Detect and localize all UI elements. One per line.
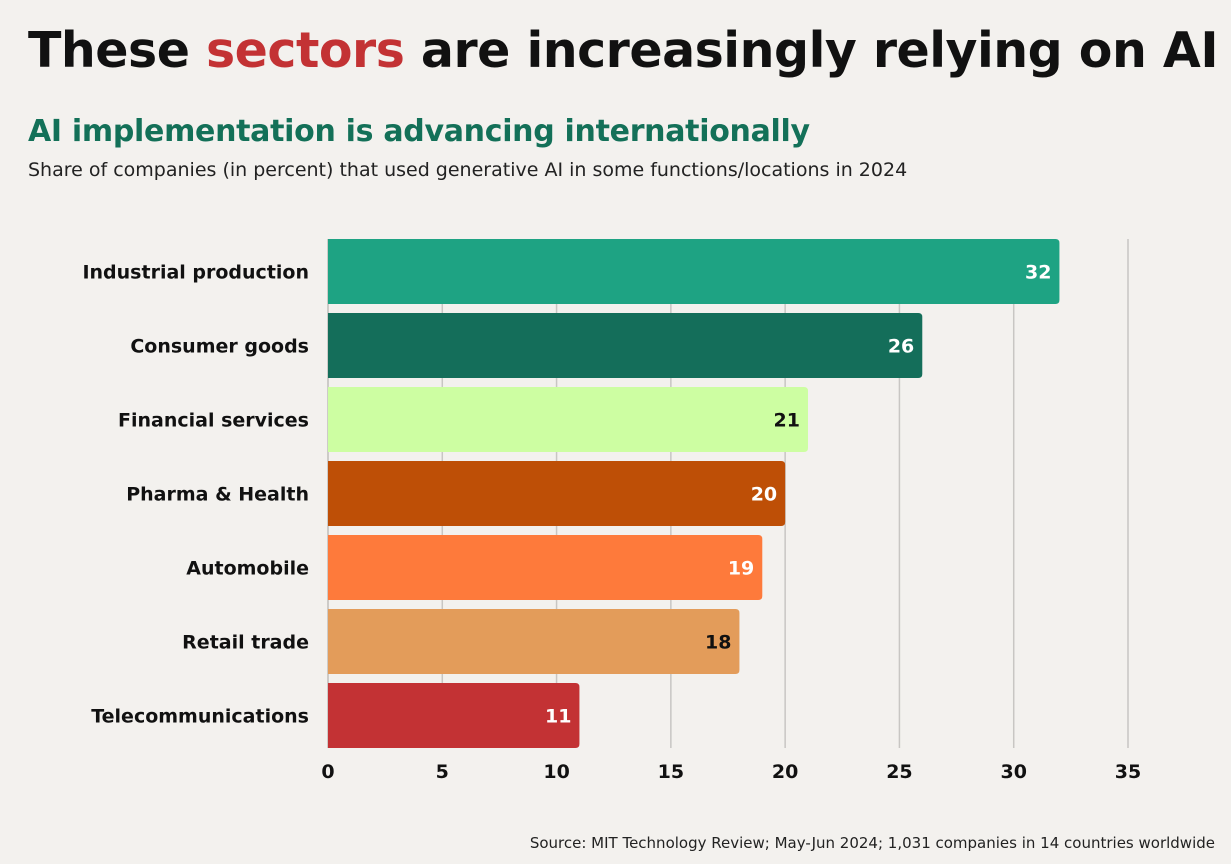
title-accent-word: sectors xyxy=(206,22,405,79)
x-tick-label: 20 xyxy=(772,761,798,783)
x-tick-label: 35 xyxy=(1115,761,1141,783)
value-label: 18 xyxy=(705,632,731,654)
category-label: Retail trade xyxy=(182,632,309,654)
bar xyxy=(328,683,580,748)
value-labels: 32 26 21 20 19 18 11 xyxy=(545,262,1051,728)
bar xyxy=(328,313,923,378)
bar xyxy=(328,239,1060,304)
title-end: are increasingly relying on AI xyxy=(404,22,1219,79)
bar xyxy=(328,609,740,674)
x-tick-label: 0 xyxy=(321,761,334,783)
value-label: 32 xyxy=(1025,262,1051,284)
category-label: Industrial production xyxy=(82,262,309,284)
chart-description: Share of companies (in percent) that use… xyxy=(28,159,908,181)
category-label: Telecommunications xyxy=(91,706,309,728)
x-tick-label: 10 xyxy=(543,761,569,783)
x-axis-tick-labels: 0 5 10 15 20 25 30 35 xyxy=(321,761,1141,783)
source-note: Source: MIT Technology Review; May-Jun 2… xyxy=(529,834,1215,852)
category-labels: Industrial production Consumer goods Finan… xyxy=(82,262,309,728)
bar xyxy=(328,535,763,600)
value-label: 26 xyxy=(888,336,914,358)
bar xyxy=(328,461,786,526)
x-tick-label: 30 xyxy=(1000,761,1026,783)
x-tick-label: 15 xyxy=(658,761,684,783)
chart-title: These sectors are increasingly relying o… xyxy=(28,22,1219,79)
chart-subtitle: AI implementation is advancing internati… xyxy=(28,114,810,149)
x-tick-label: 5 xyxy=(436,761,449,783)
category-label: Consumer goods xyxy=(130,336,309,358)
bars xyxy=(328,239,1060,748)
category-label: Pharma & Health xyxy=(126,484,309,506)
category-label: Automobile xyxy=(186,558,309,580)
value-label: 20 xyxy=(751,484,777,506)
value-label: 21 xyxy=(774,410,800,432)
value-label: 11 xyxy=(545,706,571,728)
title-start: These xyxy=(28,22,206,79)
category-label: Financial services xyxy=(118,410,309,432)
bar xyxy=(328,387,808,452)
x-tick-label: 25 xyxy=(886,761,912,783)
value-label: 19 xyxy=(728,558,754,580)
